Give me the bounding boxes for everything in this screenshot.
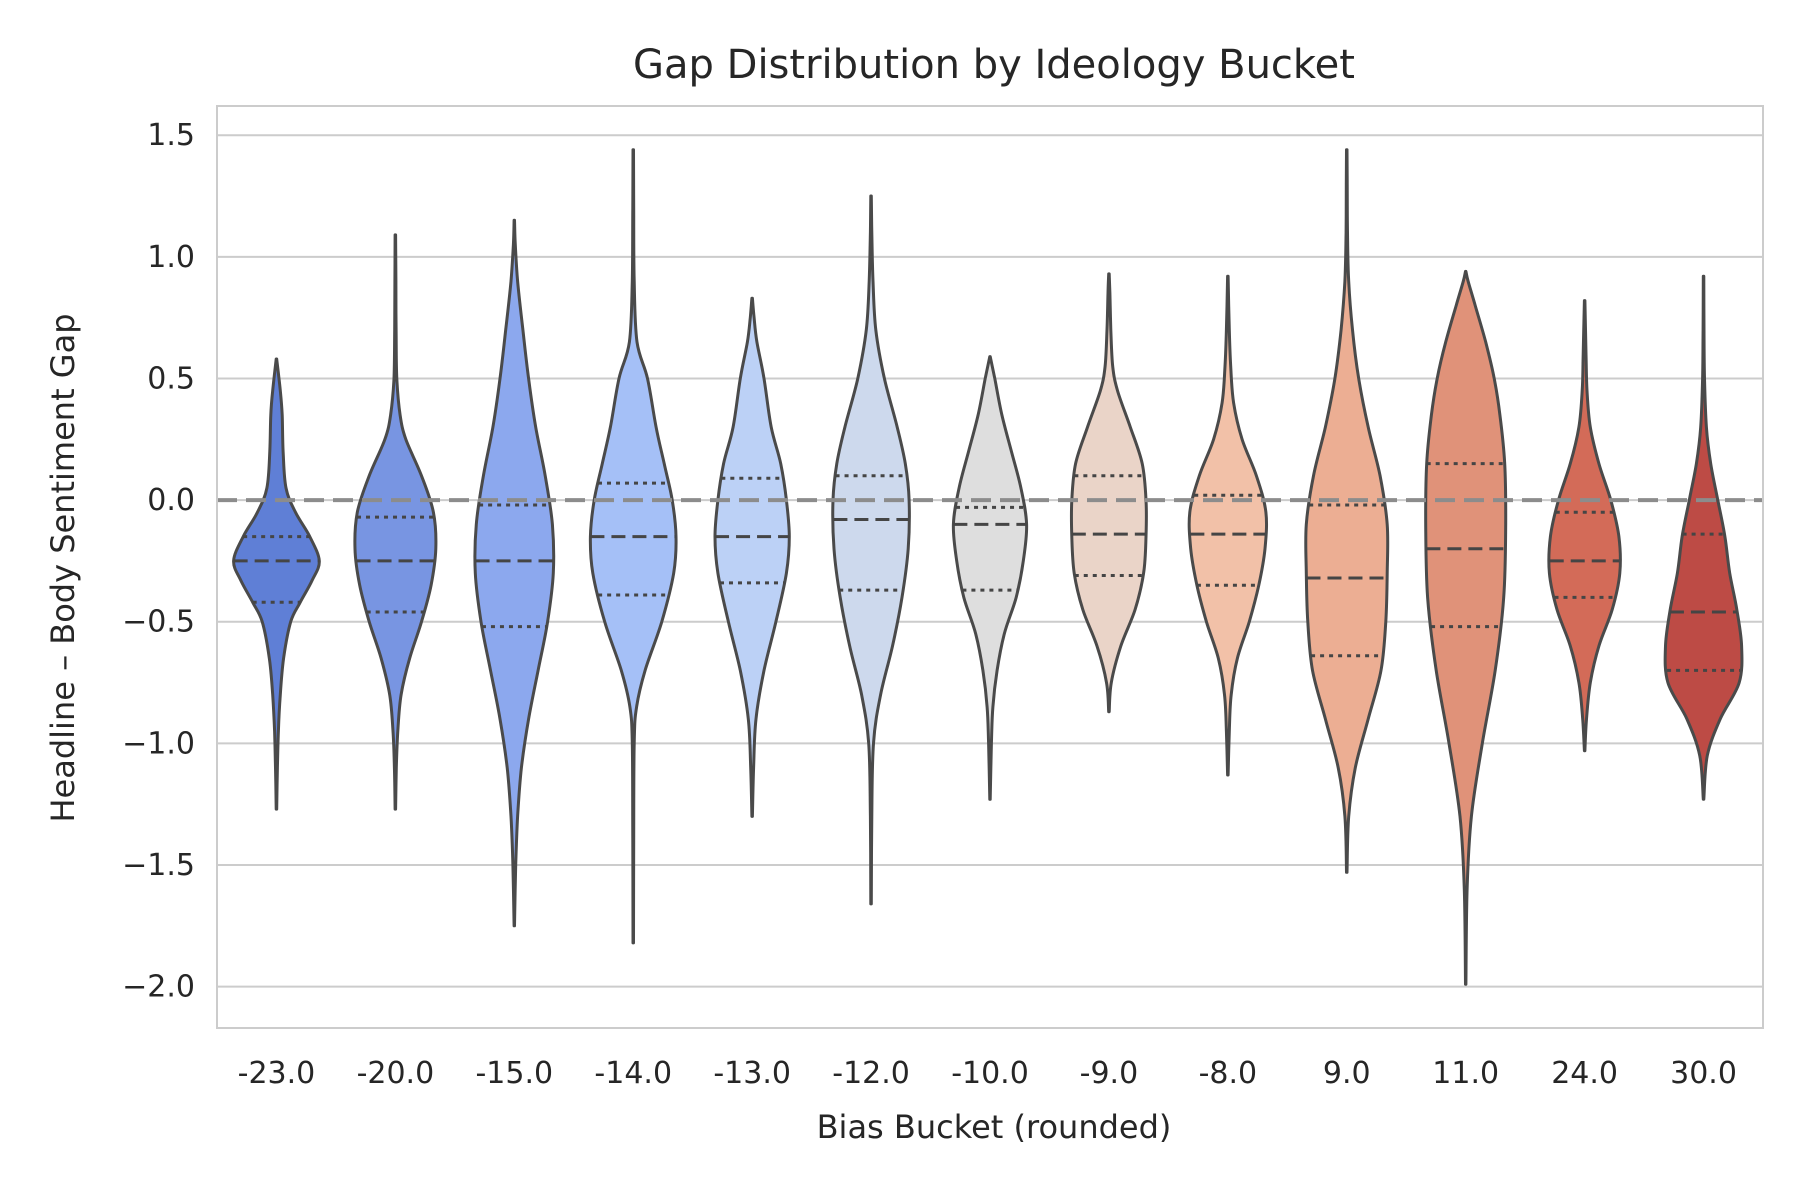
y-tick-label: 1.5 (147, 118, 195, 153)
x-tick-label: 30.0 (1670, 1056, 1737, 1091)
x-tick-label: -12.0 (832, 1056, 910, 1091)
x-tick-label: -14.0 (594, 1056, 672, 1091)
y-tick-label: −1.5 (122, 848, 195, 883)
violin-body (1304, 148, 1390, 874)
violin-body (1069, 272, 1148, 714)
violin-body (473, 218, 556, 928)
x-tick-label: -23.0 (238, 1056, 316, 1091)
violin-body (588, 148, 678, 945)
violin-body (232, 357, 321, 811)
plot-frame (216, 105, 1764, 1029)
violin-body (1187, 274, 1269, 777)
x-tick-labels: -23.0 -20.0 -15.0 -14.0 -13.0 -12.0 -10.0 -9.0 -… (238, 1056, 1737, 1091)
y-axis-label: Headline – Body Sentiment Gap (44, 313, 82, 822)
x-axis-label: Bias Bucket (rounded) (817, 1108, 1172, 1146)
x-tick-label: -10.0 (951, 1056, 1029, 1091)
x-tick-label: 11.0 (1432, 1056, 1499, 1091)
x-tick-label: -15.0 (475, 1056, 553, 1091)
violin-body (951, 355, 1029, 801)
x-tick-label: -20.0 (357, 1056, 435, 1091)
x-tick-label: 24.0 (1551, 1056, 1618, 1091)
violin-body (831, 194, 911, 906)
violin-body (1424, 269, 1508, 986)
y-tick-label: −2.0 (122, 970, 195, 1005)
x-tick-label: -8.0 (1199, 1056, 1258, 1091)
x-tick-label: -9.0 (1080, 1056, 1139, 1091)
violin-body (353, 233, 438, 811)
y-tick-labels: 1.5 1.0 0.5 0.0 −0.5 −1.0 −1.5 −2.0 (122, 118, 195, 1004)
violin-body (713, 296, 791, 818)
y-tick-label: 1.0 (147, 240, 195, 275)
y-tick-label: −0.5 (122, 605, 195, 640)
y-tick-label: 0.5 (147, 361, 195, 396)
x-tick-label: -13.0 (713, 1056, 791, 1091)
violin-body (1663, 274, 1744, 801)
violin-body (1547, 299, 1622, 753)
y-tick-label: 0.0 (147, 483, 195, 518)
chart-title: Gap Distribution by Ideology Bucket (633, 42, 1355, 88)
y-tick-label: −1.0 (122, 726, 195, 761)
violins (232, 148, 1744, 986)
x-tick-label: 9.0 (1323, 1056, 1371, 1091)
